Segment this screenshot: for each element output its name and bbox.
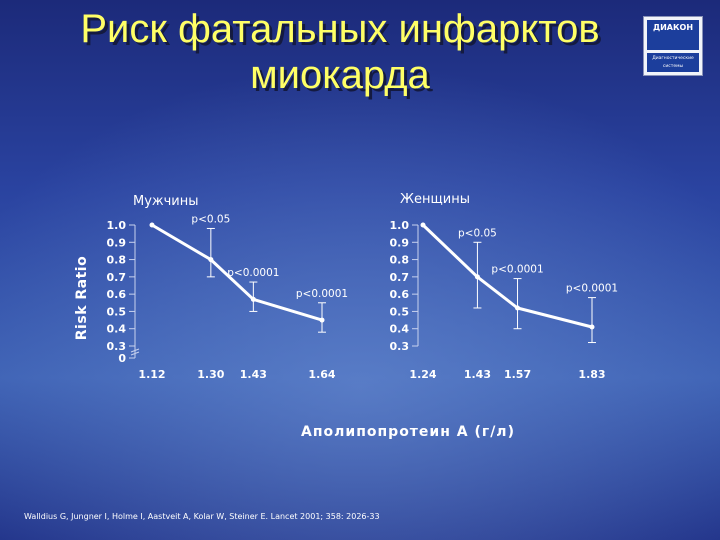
chart1-y-tick-label: 0.7	[107, 271, 127, 284]
chart1-p-value-label: p<0.05	[191, 213, 230, 225]
chart2-series-line	[421, 223, 593, 329]
logo-subtitle: Диагностические системы	[647, 53, 699, 72]
chart1-p-value-label: p<0.0001	[227, 267, 279, 279]
chart1-x-tick-label: 1.12	[138, 368, 165, 381]
chart2-y-tick-label: 0.8	[390, 254, 410, 267]
chart1-axis-break	[130, 351, 140, 356]
chart1-y-tick-label: 1.0	[107, 219, 127, 232]
chart1-y-tick-label: 0.3	[107, 340, 127, 353]
chart1-axis-break	[130, 348, 140, 353]
citation: Walldius G, Jungner I, Holme I, Aastveit…	[24, 512, 380, 521]
chart2-data-point	[420, 222, 426, 228]
x-axis-title: Аполипопротеин А (г/л)	[301, 424, 515, 440]
chart2-y-tick-label: 0.6	[390, 288, 410, 301]
chart1-data-point	[319, 317, 325, 323]
chart2-y-tick-label: 0.5	[390, 305, 410, 318]
chart2-y-tick-label: 0.4	[390, 323, 410, 336]
chart1-y-tick-label: 0	[118, 352, 126, 365]
chart2-y-tick-label: 0.7	[390, 271, 410, 284]
chart1-y-tick-label: 0.9	[107, 236, 127, 249]
chart2-p-value-label: p<0.0001	[566, 283, 618, 295]
chart1-x-tick-label: 1.30	[197, 368, 224, 381]
chart1-x-tick-label: 1.43	[240, 368, 267, 381]
chart1-data-point	[250, 296, 256, 302]
chart2-p-value-label: p<0.0001	[491, 264, 543, 276]
chart1-y-tick-label: 0.5	[107, 305, 127, 318]
chart2-y-tick-label: 1.0	[390, 219, 410, 232]
chart2-x-tick-label: 1.24	[409, 368, 436, 381]
logo-subtitle-line2: системы	[662, 64, 684, 69]
slide-title-line2: миокарда	[250, 53, 430, 97]
logo-subtitle-line1: Диагностические	[652, 56, 694, 61]
chart2-x-tick-label: 1.57	[504, 368, 531, 381]
slide-title-line1: Риск фатальных инфарктов	[80, 7, 600, 51]
chart2-x-tick-label: 1.83	[578, 368, 605, 381]
slide-title: Риск фатальных инфарктов миокарда	[40, 6, 640, 98]
chart2-data-point	[474, 274, 480, 280]
chart1-y-tick-label: 0.8	[107, 254, 127, 267]
chart1-series-line	[151, 223, 323, 322]
chart2-p-value-label: p<0.05	[458, 227, 497, 239]
chart2-data-point	[515, 305, 521, 311]
diakon-logo: ДИАКОН Диагностические системы	[643, 16, 703, 76]
logo-name: ДИАКОН	[647, 20, 699, 50]
chart2-y-tick-label: 0.3	[390, 340, 410, 353]
chart1-x-tick-label: 1.64	[308, 368, 335, 381]
chart1-p-value-label: p<0.0001	[296, 288, 348, 300]
y-axis-title: Risk Ratio	[74, 256, 90, 340]
chart1-y-tick-label: 0.6	[107, 288, 127, 301]
chart1-data-point	[149, 222, 155, 228]
chart2-y-tick-label: 0.9	[390, 236, 410, 249]
chart2-x-tick-label: 1.43	[464, 368, 491, 381]
chart1-title: Мужчины	[133, 194, 199, 209]
chart2-data-point	[589, 324, 595, 330]
chart2-title: Женщины	[400, 192, 470, 207]
chart1-y-tick-label: 0.4	[107, 323, 127, 336]
chart1-data-point	[208, 257, 214, 263]
